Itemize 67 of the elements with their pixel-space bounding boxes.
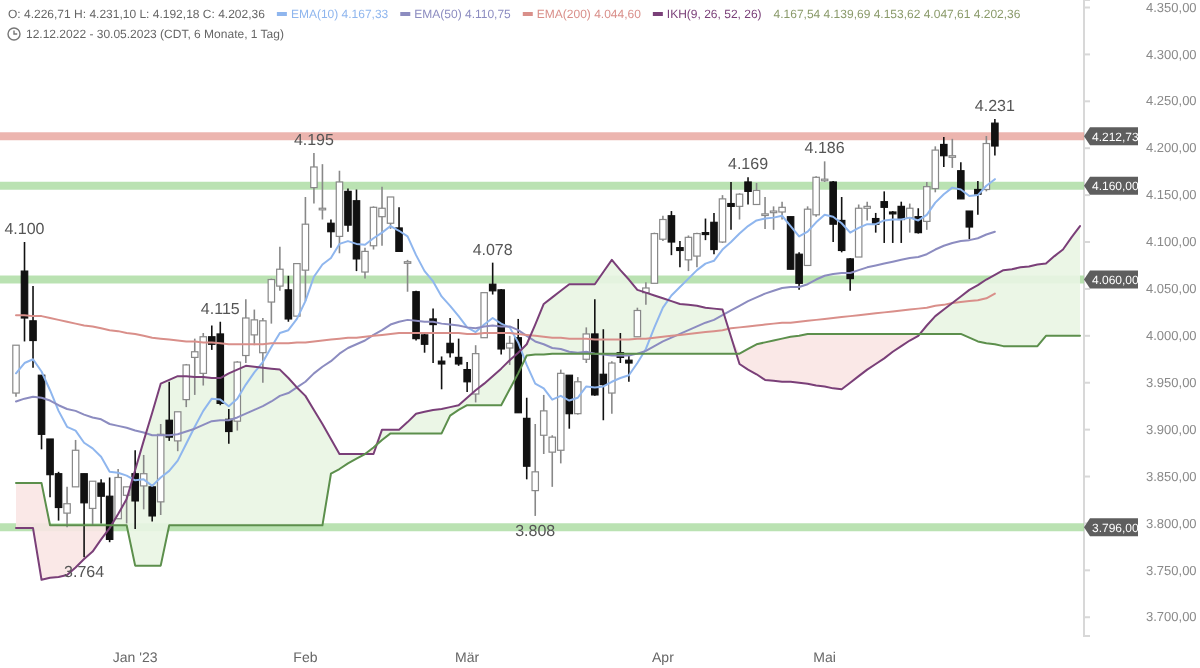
candlestick <box>573 376 582 416</box>
candlestick <box>190 337 199 396</box>
candlestick <box>693 231 701 269</box>
candlestick <box>633 306 642 338</box>
annotation: 4.100 <box>4 220 46 239</box>
annotation: 4.115 <box>200 299 241 318</box>
annotation: 4.186 <box>804 139 846 158</box>
annotation: 3.808 <box>515 521 557 540</box>
candlestick <box>327 218 335 249</box>
candlestick <box>131 449 139 530</box>
candlestick <box>267 277 276 325</box>
candlestick <box>957 161 965 200</box>
candlestick <box>71 439 80 488</box>
candlestick <box>880 190 889 244</box>
candlestick <box>965 210 974 240</box>
candlestick <box>710 212 718 256</box>
candlestick <box>199 332 208 387</box>
annotation: 4.195 <box>293 130 336 149</box>
candlestick <box>991 118 999 157</box>
candlestick <box>63 486 71 528</box>
candlestick <box>242 298 250 364</box>
candlestick <box>284 274 293 323</box>
candlestick <box>676 240 684 269</box>
candlestick <box>403 259 412 293</box>
candlestick <box>165 380 174 442</box>
candlestick <box>446 317 454 359</box>
candlestick <box>684 234 693 272</box>
candlestick <box>905 202 914 234</box>
candlestick <box>310 152 318 205</box>
annotation: 4.169 <box>728 155 770 174</box>
candlestick <box>386 196 395 230</box>
candlestick <box>454 337 463 367</box>
candlestick <box>718 194 727 244</box>
annotation: 4.231 <box>974 97 1016 116</box>
candlestick <box>888 210 897 244</box>
candlestick <box>395 206 403 253</box>
candlestick <box>173 411 182 452</box>
candlestick <box>88 480 97 527</box>
candlestick <box>361 246 369 280</box>
candlestick <box>769 205 778 231</box>
candlestick <box>744 176 752 206</box>
candlestick <box>531 423 540 517</box>
candlestick <box>897 200 906 244</box>
candlestick <box>940 136 948 168</box>
candlestick <box>378 185 386 247</box>
candlestick <box>522 396 531 481</box>
candlestick <box>437 355 446 391</box>
line-series <box>15 332 1081 567</box>
candlestick <box>20 241 29 343</box>
candlestick <box>752 182 761 206</box>
candlestick <box>80 472 88 558</box>
candlestick <box>225 408 233 445</box>
candlestick <box>727 181 735 231</box>
candlestick <box>29 285 37 369</box>
candlestick <box>608 360 616 415</box>
candlestick <box>599 328 608 422</box>
candlestick <box>505 335 514 366</box>
candlestick <box>565 374 574 430</box>
candlestick <box>761 196 769 230</box>
candlestick <box>148 486 156 523</box>
candlestick <box>667 210 676 256</box>
candlestick <box>735 192 744 221</box>
candlestick <box>948 138 957 169</box>
candlestick <box>463 361 471 393</box>
candlestick <box>625 354 633 383</box>
annotation: 4.078 <box>472 240 514 259</box>
candlestick <box>139 454 148 511</box>
